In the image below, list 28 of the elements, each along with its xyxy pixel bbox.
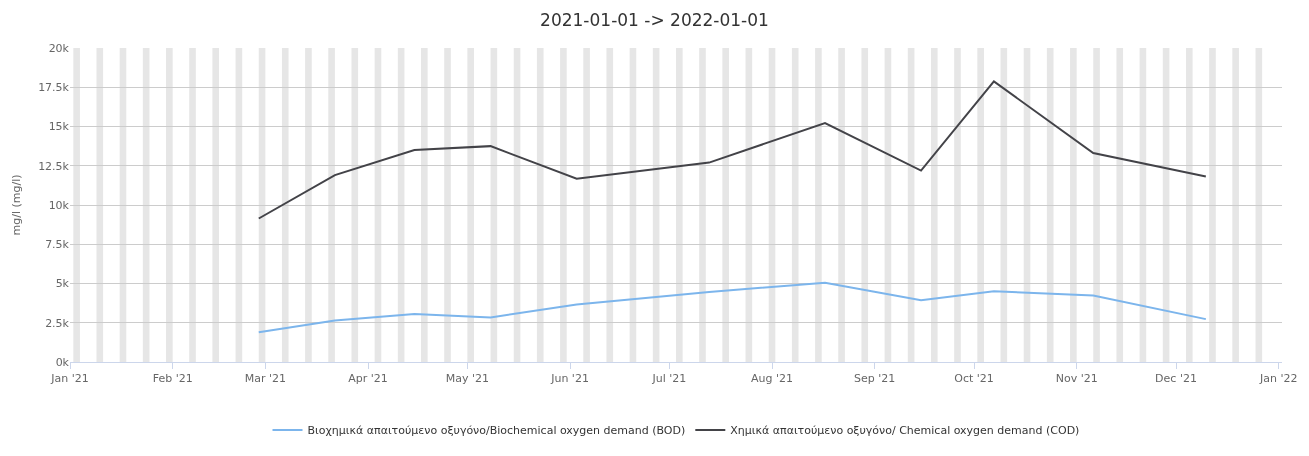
x-tick-label: Feb '21 <box>152 372 193 386</box>
legend-label: Χημικά απαιτούμενο οξυγόνο/ Chemical oxygen demand (COD) <box>730 424 1080 438</box>
x-tick-label: Aug '21 <box>751 372 794 386</box>
x-tick-label: Oct '21 <box>954 372 994 386</box>
x-tick-label: Jan '21 <box>50 372 89 386</box>
y-tick-label: 20k <box>48 41 70 55</box>
y-tick-label: 0k <box>55 355 70 369</box>
y-tick-label: 12.5k <box>38 159 70 173</box>
line-series <box>257 281 1207 334</box>
legend-label: Βιοχημικά απαιτούμενο οξυγόνο/Biochemical oxygen demand (BOD) <box>307 424 686 438</box>
y-tick-label: 7.5k <box>45 238 70 252</box>
y-tick-label: 2.5k <box>45 316 70 330</box>
x-tick-label: Jul '21 <box>651 372 687 386</box>
y-tick-label: 15k <box>48 120 70 134</box>
x-tick-label: Jun '21 <box>550 372 589 386</box>
x-tick-label: Apr '21 <box>348 372 388 386</box>
y-tick-label: 10k <box>48 198 70 212</box>
x-tick-label: Nov '21 <box>1055 372 1098 386</box>
chart-title: 2021-01-01 -> 2022-01-01 <box>540 9 769 30</box>
y-tick-label: 5k <box>55 277 70 291</box>
x-tick-label: Dec '21 <box>1155 372 1197 386</box>
x-tick-label: Sep '21 <box>854 372 896 386</box>
line-series <box>257 80 1207 220</box>
x-tick-label: May '21 <box>445 372 490 386</box>
x-tick-label: Jan '22 <box>1258 372 1298 386</box>
x-tick-label: Mar '21 <box>244 372 287 386</box>
y-axis-title: mg/l (mg/l) <box>9 174 23 236</box>
y-tick-label: 17.5k <box>38 81 70 95</box>
